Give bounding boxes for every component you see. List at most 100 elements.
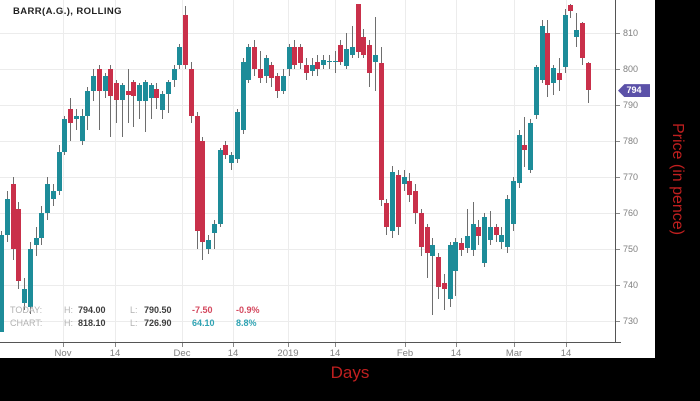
candle[interactable] — [574, 30, 579, 37]
candle[interactable] — [50, 191, 56, 199]
candle[interactable] — [223, 144, 229, 156]
candle[interactable] — [453, 241, 459, 271]
candle[interactable] — [240, 61, 246, 131]
candle[interactable] — [539, 25, 545, 80]
candlestick-plot-area[interactable] — [0, 0, 615, 342]
candle[interactable] — [579, 22, 585, 59]
candle[interactable] — [424, 227, 430, 253]
candle[interactable] — [516, 134, 522, 184]
candle[interactable] — [33, 238, 39, 246]
candle[interactable] — [401, 177, 407, 185]
candle[interactable] — [188, 69, 194, 116]
candle[interactable] — [217, 150, 223, 224]
candle[interactable] — [298, 47, 303, 63]
candle[interactable] — [96, 69, 102, 91]
candle[interactable] — [326, 60, 332, 63]
candle[interactable] — [62, 119, 68, 152]
candle[interactable] — [349, 47, 355, 55]
candle[interactable] — [194, 115, 200, 231]
candle[interactable] — [367, 44, 372, 73]
candle[interactable] — [487, 227, 493, 240]
candle[interactable] — [441, 283, 447, 289]
candle[interactable] — [263, 58, 269, 77]
candle[interactable] — [303, 65, 309, 73]
candle[interactable] — [16, 209, 22, 282]
candle[interactable] — [309, 65, 315, 71]
candle[interactable] — [556, 72, 562, 80]
candle[interactable] — [154, 88, 160, 98]
candle[interactable] — [332, 60, 338, 63]
candle[interactable] — [355, 3, 361, 53]
candle[interactable] — [45, 184, 50, 213]
candle[interactable] — [125, 90, 131, 95]
candle[interactable] — [229, 155, 234, 163]
candle[interactable] — [160, 94, 165, 111]
candle[interactable] — [533, 67, 539, 116]
candle[interactable] — [131, 81, 137, 97]
candle[interactable] — [79, 115, 85, 141]
candle[interactable] — [211, 223, 217, 233]
candle[interactable] — [585, 62, 591, 90]
candle[interactable] — [148, 84, 154, 98]
candle[interactable] — [522, 144, 528, 150]
candle[interactable] — [321, 60, 326, 66]
candle[interactable] — [568, 4, 574, 12]
candle[interactable] — [275, 76, 280, 91]
candle[interactable] — [234, 112, 240, 159]
candle[interactable] — [505, 198, 510, 248]
candle[interactable] — [430, 245, 436, 257]
candle[interactable] — [528, 123, 533, 171]
candle[interactable] — [499, 234, 505, 242]
candle[interactable] — [407, 180, 413, 195]
candle[interactable] — [27, 249, 33, 307]
candle[interactable] — [183, 15, 188, 66]
candle[interactable] — [102, 76, 108, 91]
candle[interactable] — [395, 174, 401, 228]
candle[interactable] — [108, 69, 114, 96]
candle[interactable] — [114, 83, 119, 100]
candle[interactable] — [545, 33, 551, 85]
candle[interactable] — [85, 90, 91, 116]
candle[interactable] — [413, 191, 418, 213]
candle[interactable] — [378, 62, 384, 201]
candle[interactable] — [459, 243, 464, 251]
candle[interactable] — [280, 76, 286, 91]
candle[interactable] — [338, 44, 344, 62]
candle[interactable] — [344, 49, 349, 67]
candle[interactable] — [22, 288, 27, 303]
candle[interactable] — [257, 69, 263, 78]
candle[interactable] — [510, 180, 516, 224]
candle[interactable] — [470, 223, 476, 251]
candle[interactable] — [56, 151, 62, 192]
candle[interactable] — [361, 36, 367, 55]
candle[interactable] — [286, 47, 292, 69]
candle[interactable] — [171, 69, 177, 80]
candle[interactable] — [476, 227, 482, 237]
candle[interactable] — [177, 47, 183, 66]
candle[interactable] — [315, 61, 321, 69]
candle[interactable] — [252, 47, 257, 69]
candle[interactable] — [91, 76, 96, 91]
candle[interactable] — [464, 236, 470, 248]
candle[interactable] — [384, 202, 390, 228]
candle[interactable] — [390, 171, 395, 231]
candle[interactable] — [372, 54, 378, 62]
candle[interactable] — [73, 115, 79, 120]
candle[interactable] — [447, 245, 453, 300]
candle[interactable] — [39, 213, 45, 239]
candle[interactable] — [206, 240, 211, 249]
candle[interactable] — [119, 85, 125, 100]
candle[interactable] — [269, 65, 275, 78]
candle[interactable] — [200, 141, 206, 242]
candle[interactable] — [292, 47, 298, 66]
candle[interactable] — [562, 15, 568, 67]
candle[interactable] — [482, 216, 487, 264]
candle[interactable] — [0, 234, 4, 332]
candle[interactable] — [142, 81, 148, 102]
candle[interactable] — [165, 81, 171, 95]
candle[interactable] — [10, 184, 16, 249]
candle[interactable] — [551, 67, 556, 84]
candle[interactable] — [4, 198, 10, 235]
candle[interactable] — [493, 227, 499, 235]
candle[interactable] — [436, 256, 441, 288]
